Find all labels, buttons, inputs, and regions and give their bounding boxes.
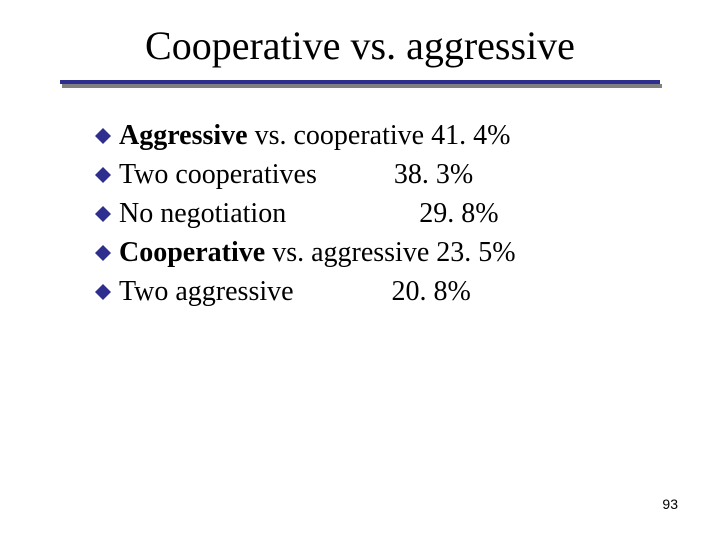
list-item-bold: Cooperative	[119, 237, 265, 268]
title-underline-shadow	[62, 84, 662, 88]
list-item-rest: Two aggressive 20. 8%	[119, 276, 471, 307]
list-item: Two aggressive 20. 8%	[95, 274, 655, 309]
list-item-text: No negotiation 29. 8%	[119, 196, 499, 231]
diamond-bullet-icon	[95, 167, 111, 183]
list-item-bold: Aggressive	[119, 120, 248, 151]
slide-title: Cooperative vs. aggressive	[0, 22, 720, 69]
title-underline	[60, 80, 660, 90]
list-item-text: Two aggressive 20. 8%	[119, 274, 471, 309]
list-item-rest: Two cooperatives 38. 3%	[119, 159, 473, 190]
slide-body: Aggressive vs. cooperative 41. 4% Two co…	[95, 118, 655, 313]
list-item-text: Two cooperatives 38. 3%	[119, 157, 473, 192]
list-item-rest: vs. cooperative 41. 4%	[248, 120, 511, 151]
list-item-text: Cooperative vs. aggressive 23. 5%	[119, 235, 516, 270]
list-item: Aggressive vs. cooperative 41. 4%	[95, 118, 655, 153]
title-underline-bar	[60, 80, 660, 84]
list-item: Two cooperatives 38. 3%	[95, 157, 655, 192]
list-item: Cooperative vs. aggressive 23. 5%	[95, 235, 655, 270]
list-item: No negotiation 29. 8%	[95, 196, 655, 231]
diamond-bullet-icon	[95, 284, 111, 300]
list-item-text: Aggressive vs. cooperative 41. 4%	[119, 118, 510, 153]
diamond-bullet-icon	[95, 245, 111, 261]
list-item-rest: No negotiation 29. 8%	[119, 198, 499, 229]
diamond-bullet-icon	[95, 128, 111, 144]
slide: Cooperative vs. aggressive Aggressive vs…	[0, 0, 720, 540]
list-item-rest: vs. aggressive 23. 5%	[265, 237, 515, 268]
diamond-bullet-icon	[95, 206, 111, 222]
page-number: 93	[662, 496, 678, 512]
